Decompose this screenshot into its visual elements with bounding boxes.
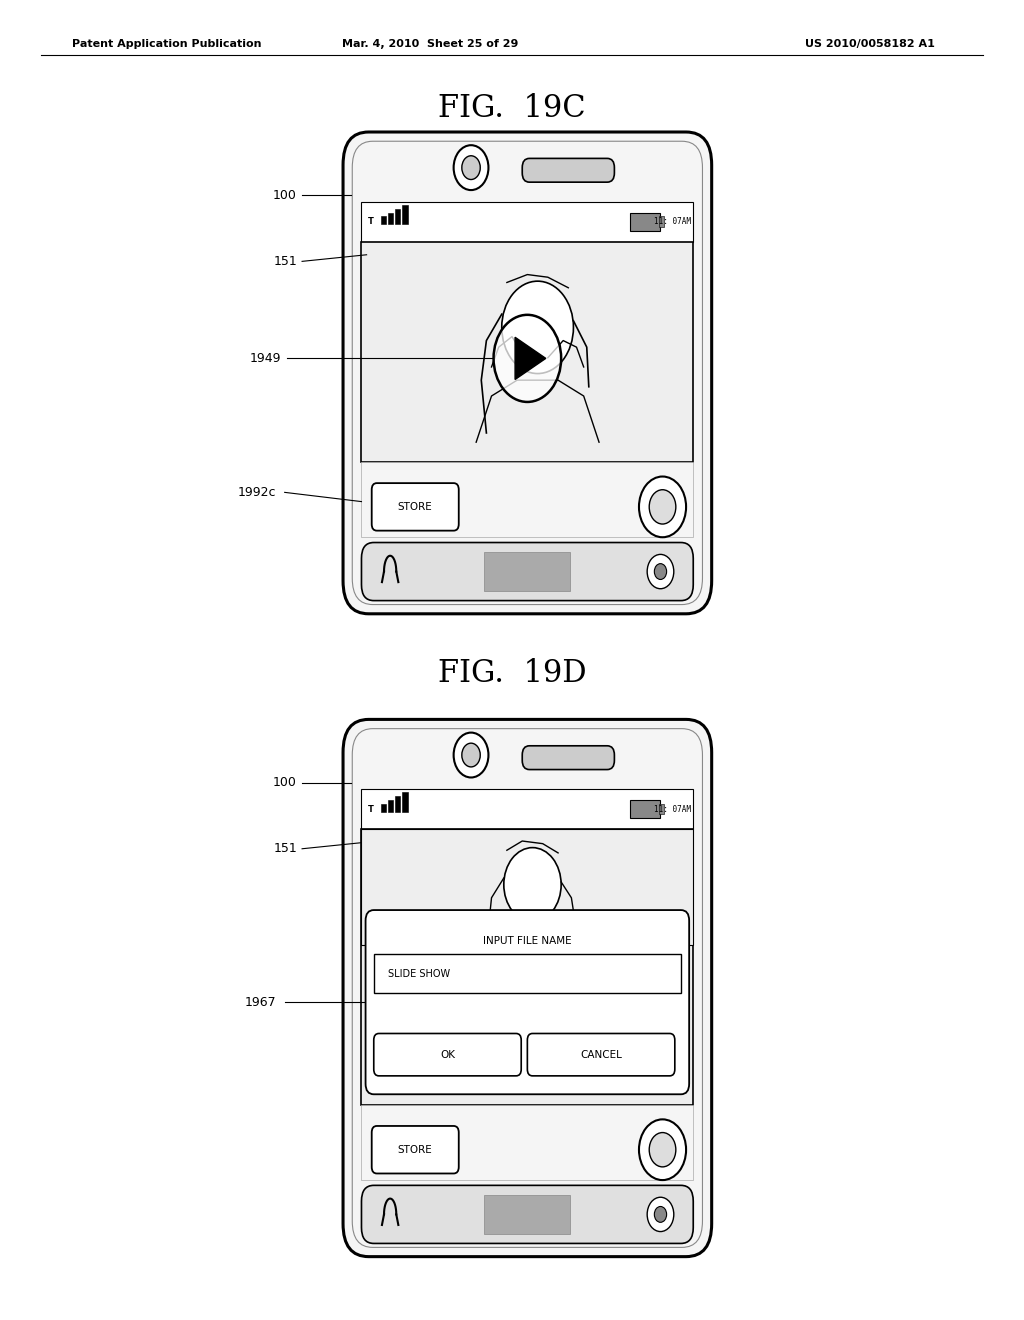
- Text: 100: 100: [273, 189, 297, 202]
- Bar: [361, 789, 693, 829]
- Bar: [388, 800, 393, 812]
- FancyBboxPatch shape: [343, 132, 712, 614]
- Polygon shape: [515, 337, 546, 380]
- Text: 100: 100: [273, 776, 297, 789]
- Circle shape: [647, 1197, 674, 1232]
- Circle shape: [504, 847, 561, 921]
- Bar: [388, 213, 393, 224]
- Text: CANCEL: CANCEL: [581, 1049, 622, 1060]
- FancyBboxPatch shape: [361, 543, 693, 601]
- FancyBboxPatch shape: [374, 1034, 521, 1076]
- Circle shape: [654, 564, 667, 579]
- Bar: [402, 792, 408, 812]
- Text: 151: 151: [273, 842, 297, 855]
- Text: FIG.  19D: FIG. 19D: [437, 657, 587, 689]
- Circle shape: [639, 477, 686, 537]
- Text: FIG.  19C: FIG. 19C: [438, 92, 586, 124]
- Circle shape: [649, 490, 676, 524]
- Bar: [361, 829, 693, 945]
- Circle shape: [462, 156, 480, 180]
- Circle shape: [639, 1119, 686, 1180]
- Text: INPUT FILE NAME: INPUT FILE NAME: [483, 936, 571, 946]
- Text: Mar. 4, 2010  Sheet 25 of 29: Mar. 4, 2010 Sheet 25 of 29: [342, 38, 518, 49]
- Bar: [361, 1105, 693, 1180]
- FancyBboxPatch shape: [522, 746, 614, 770]
- Bar: [484, 1195, 570, 1234]
- Text: 151: 151: [273, 255, 297, 268]
- Circle shape: [654, 1206, 667, 1222]
- Bar: [484, 552, 570, 591]
- FancyBboxPatch shape: [361, 1185, 693, 1243]
- Bar: [630, 800, 660, 818]
- Text: OK: OK: [440, 1049, 455, 1060]
- Text: 1967: 1967: [245, 995, 276, 1008]
- Bar: [659, 216, 664, 227]
- Circle shape: [454, 145, 488, 190]
- Bar: [381, 804, 386, 812]
- Bar: [361, 242, 693, 462]
- Text: STORE: STORE: [397, 502, 432, 512]
- Text: STORE: STORE: [397, 1144, 432, 1155]
- Text: T: T: [368, 805, 374, 813]
- Text: SLIDE SHOW: SLIDE SHOW: [388, 969, 451, 978]
- FancyBboxPatch shape: [366, 909, 689, 1094]
- Circle shape: [454, 733, 488, 777]
- Circle shape: [649, 1133, 676, 1167]
- Text: T: T: [368, 218, 374, 226]
- FancyBboxPatch shape: [343, 719, 712, 1257]
- Text: 1992c: 1992c: [238, 486, 276, 499]
- Bar: [361, 202, 693, 242]
- Text: 11: 07AM: 11: 07AM: [654, 805, 691, 813]
- FancyBboxPatch shape: [372, 483, 459, 531]
- Bar: [395, 209, 400, 224]
- Bar: [395, 796, 400, 812]
- Text: 11: 07AM: 11: 07AM: [654, 218, 691, 226]
- Bar: [659, 804, 664, 814]
- Bar: [402, 205, 408, 224]
- Bar: [361, 462, 693, 537]
- Bar: [381, 216, 386, 224]
- Bar: [374, 954, 681, 993]
- FancyBboxPatch shape: [527, 1034, 675, 1076]
- Circle shape: [494, 314, 561, 401]
- FancyBboxPatch shape: [522, 158, 614, 182]
- Bar: [630, 213, 660, 231]
- Circle shape: [502, 281, 573, 374]
- Circle shape: [462, 743, 480, 767]
- Text: US 2010/0058182 A1: US 2010/0058182 A1: [806, 38, 935, 49]
- FancyBboxPatch shape: [372, 1126, 459, 1173]
- Bar: [361, 829, 693, 1105]
- Text: Patent Application Publication: Patent Application Publication: [72, 38, 261, 49]
- Circle shape: [647, 554, 674, 589]
- Text: 1949: 1949: [250, 352, 282, 364]
